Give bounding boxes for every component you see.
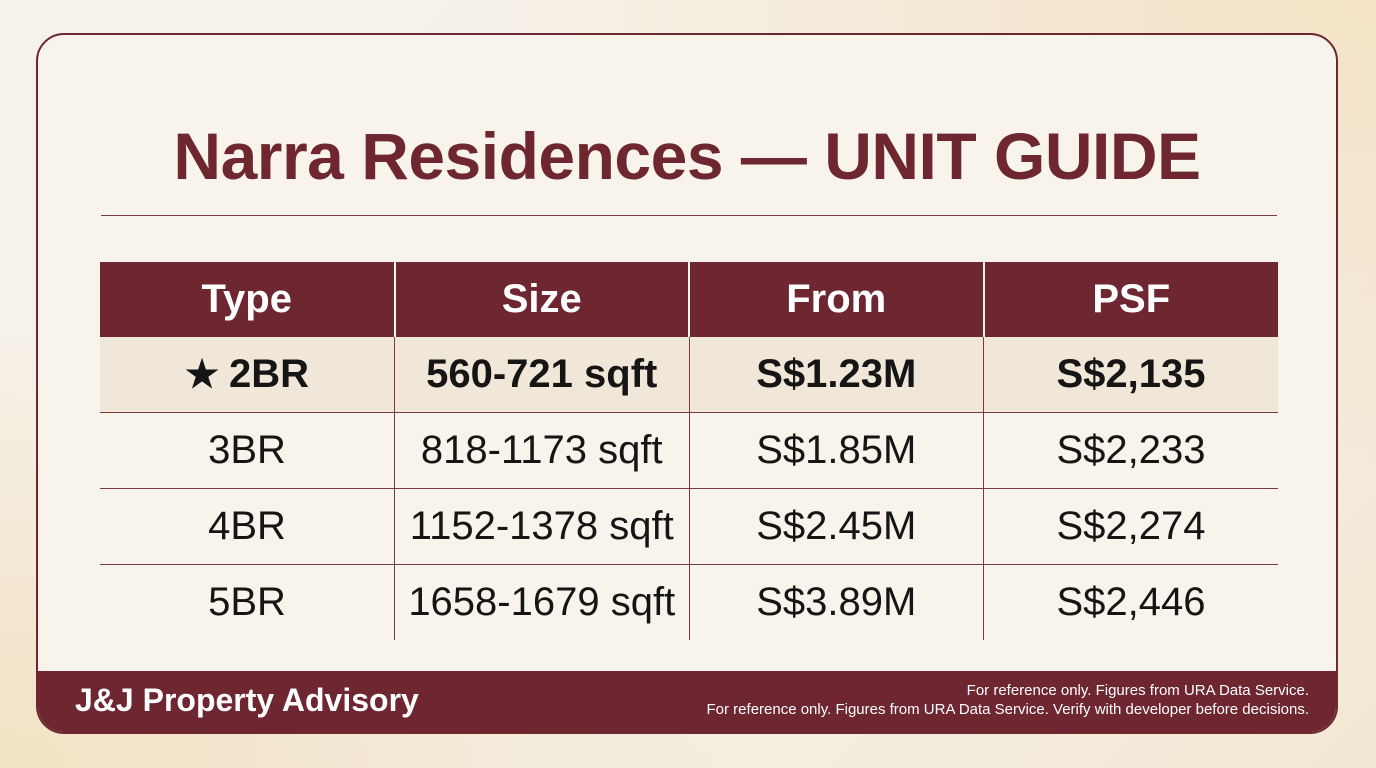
cell-from: S$1.23M [688,337,984,413]
table-row-2br: ★ 2BR 560-721 sqft S$1.23M S$2,135 [100,337,1278,413]
disclaimer-line-1: For reference only. Figures from URA Dat… [966,682,1309,699]
cell-psf: S$2,446 [983,564,1278,640]
cell-type: ★ 2BR [100,337,395,413]
cell-psf: S$2,135 [983,337,1278,413]
table-row-5br: 5BR 1658-1679 sqft S$3.89M S$2,446 [100,564,1278,640]
disclaimer: For reference only. Figures from URA Dat… [707,681,1309,719]
cell-size: 560-721 sqft [394,337,689,413]
cell-type: 4BR [100,488,395,565]
table-row-4br: 4BR 1152-1378 sqft S$2.45M S$2,274 [100,488,1278,565]
cell-from: S$1.85M [688,412,984,489]
cell-psf: S$2,233 [983,412,1278,489]
column-header-size: Size [393,262,689,337]
star-icon: ★ [184,354,220,396]
cell-type-label: 2BR [229,352,310,396]
cell-size: 1658-1679 sqft [394,564,689,640]
table-row-3br: 3BR 818-1173 sqft S$1.85M S$2,233 [100,412,1278,489]
cell-size: 1152-1378 sqft [394,488,689,565]
page-title: Narra Residences — UNIT GUIDE [173,119,1201,193]
unit-table: Type Size From PSF ★ 2BR 560-721 sqft S$1… [100,262,1278,640]
cell-size: 818-1173 sqft [394,412,689,489]
cell-from: S$3.89M [688,564,984,640]
table-header-row: Type Size From PSF [100,262,1278,337]
cell-psf: S$2,274 [983,488,1278,565]
cell-type: 3BR [100,412,395,489]
column-header-from: From [688,262,984,337]
footer-bar: J&J Property Advisory For reference only… [38,671,1336,732]
column-header-psf: PSF [982,262,1278,337]
disclaimer-line-2: For reference only. Figures from URA Dat… [706,701,1309,718]
cell-from: S$2.45M [688,488,984,565]
unit-guide-card: Narra Residences — UNIT GUIDE Type Size … [36,33,1338,734]
brand-name: J&J Property Advisory [75,682,419,718]
cell-type: 5BR [100,564,395,640]
column-header-type: Type [100,262,395,337]
title-divider [101,215,1277,216]
